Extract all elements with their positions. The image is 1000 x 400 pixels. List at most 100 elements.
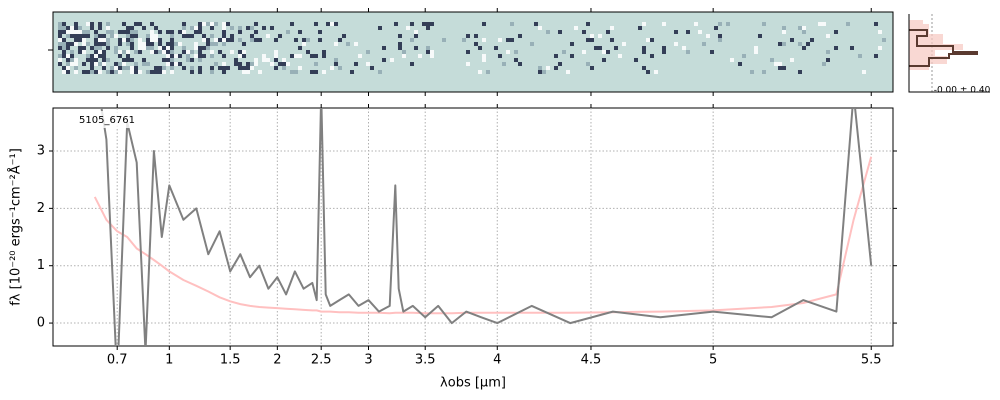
spectrum-pixel: [798, 26, 802, 30]
spectrum-pixel: [598, 46, 602, 50]
spectrum-pixel: [174, 42, 178, 46]
spectrum-pixel: [342, 34, 346, 38]
spectrum-pixel: [94, 58, 98, 62]
spectrum-pixel: [150, 34, 154, 38]
spectrum-pixel: [646, 70, 650, 74]
spectrum-pixel: [510, 22, 514, 26]
spectrum-pixel: [246, 70, 250, 74]
spectrum-pixel: [326, 22, 330, 26]
spectrum-pixel: [138, 38, 142, 42]
spectrum-pixel: [110, 34, 114, 38]
spectrum-pixel: [230, 38, 234, 42]
spectrum-pixel: [590, 66, 594, 70]
spectrum-pixel: [802, 26, 806, 30]
spectrum-pixel: [82, 38, 86, 42]
spectrum-pixel: [102, 54, 106, 58]
y-tick-label: 3: [37, 144, 45, 159]
spectrum-pixel: [134, 50, 138, 54]
spectrum-pixel: [182, 22, 186, 26]
spectrum-pixel: [802, 46, 806, 50]
spectrum-pixel: [370, 66, 374, 70]
spectrum-pixel: [574, 26, 578, 30]
spectrum-pixel: [98, 26, 102, 30]
spectrum-pixel: [154, 70, 158, 74]
spectrum-pixel: [58, 46, 62, 50]
spectrum-pixel: [86, 42, 90, 46]
spectrum-pixel: [270, 26, 274, 30]
spectrum-pixel: [86, 70, 90, 74]
spectrum-pixel: [230, 50, 234, 54]
spectrum-pixel: [726, 22, 730, 26]
spectrum-pixel: [306, 38, 310, 42]
spectrum-pixel: [426, 50, 430, 54]
spectrum-pixel: [302, 42, 306, 46]
spectrum-pixel: [250, 26, 254, 30]
spectrum-pixel: [114, 62, 118, 66]
y-tick-label: 1: [37, 258, 45, 273]
spectrum-pixel: [506, 50, 510, 54]
spectrum-pixel: [82, 30, 86, 34]
spectrum-pixel: [110, 70, 114, 74]
spectrum-pixel: [546, 30, 550, 34]
spectrum-pixel: [354, 42, 358, 46]
spectrum-pixel: [138, 50, 142, 54]
spectrum-pixel: [826, 50, 830, 54]
spectrum-pixel: [582, 30, 586, 34]
label-box: [72, 111, 142, 128]
spectrum-pixel: [710, 50, 714, 54]
spectrum-pixel: [738, 62, 742, 66]
spectrum-pixel: [378, 70, 382, 74]
spectrum-pixel: [186, 54, 190, 58]
spectrum-pixel: [222, 26, 226, 30]
spectrum-pixel: [334, 62, 338, 66]
spectrum-pixel: [58, 22, 62, 26]
spectrum-pixel: [70, 34, 74, 38]
spectrum-pixel: [70, 62, 74, 66]
spectrum-pixel: [202, 38, 206, 42]
spectrum-pixel: [686, 50, 690, 54]
spectrum-pixel: [142, 62, 146, 66]
spectrum-pixel: [102, 66, 106, 70]
spectrum-pixel: [130, 70, 134, 74]
spectrum-pixel: [182, 46, 186, 50]
spectrum-pixel: [482, 22, 486, 26]
spectrum-pixel: [754, 50, 758, 54]
spectrum-pixel: [130, 30, 134, 34]
spectrum-pixel: [190, 50, 194, 54]
spectrum-pixel: [834, 46, 838, 50]
spectrum-pixel: [74, 58, 78, 62]
spectrum-pixel: [158, 42, 162, 46]
spectrum-pixel: [810, 38, 814, 42]
spectrum-pixel: [442, 38, 446, 42]
spectrum-pixel: [298, 54, 302, 58]
spectrum-pixel: [566, 70, 570, 74]
spectrum-pixel: [190, 34, 194, 38]
spectrum-pixel: [190, 58, 194, 62]
spectrum-pixel: [94, 42, 98, 46]
spectrum-pixel: [498, 38, 502, 42]
spectrum-pixel: [134, 70, 138, 74]
spectrum-pixel: [142, 46, 146, 50]
spectrum-pixel: [418, 54, 422, 58]
spectrum-pixel: [114, 66, 118, 70]
spectrum-pixel: [314, 54, 318, 58]
spectrum-pixel: [410, 62, 414, 66]
spectrum-pixel: [250, 62, 254, 66]
spectrum-pixel: [598, 34, 602, 38]
spectrum-pixel: [62, 46, 66, 50]
spectrum-pixel: [642, 50, 646, 54]
spectrum-pixel: [222, 34, 226, 38]
spectrum-pixel: [106, 58, 110, 62]
spectrum-pixel: [338, 38, 342, 42]
spectrum-pixel: [218, 66, 222, 70]
spectrum-pixel: [498, 54, 502, 58]
spectrum-pixel: [298, 30, 302, 34]
spectrum-pixel: [878, 30, 882, 34]
spectrum-pixel: [130, 58, 134, 62]
spectrum-pixel: [246, 26, 250, 30]
spectrum-pixel: [586, 22, 590, 26]
spectrum-pixel: [238, 30, 242, 34]
spectrum-pixel: [382, 46, 386, 50]
spectrum-pixel: [58, 38, 62, 42]
spectrum-pixel: [618, 54, 622, 58]
